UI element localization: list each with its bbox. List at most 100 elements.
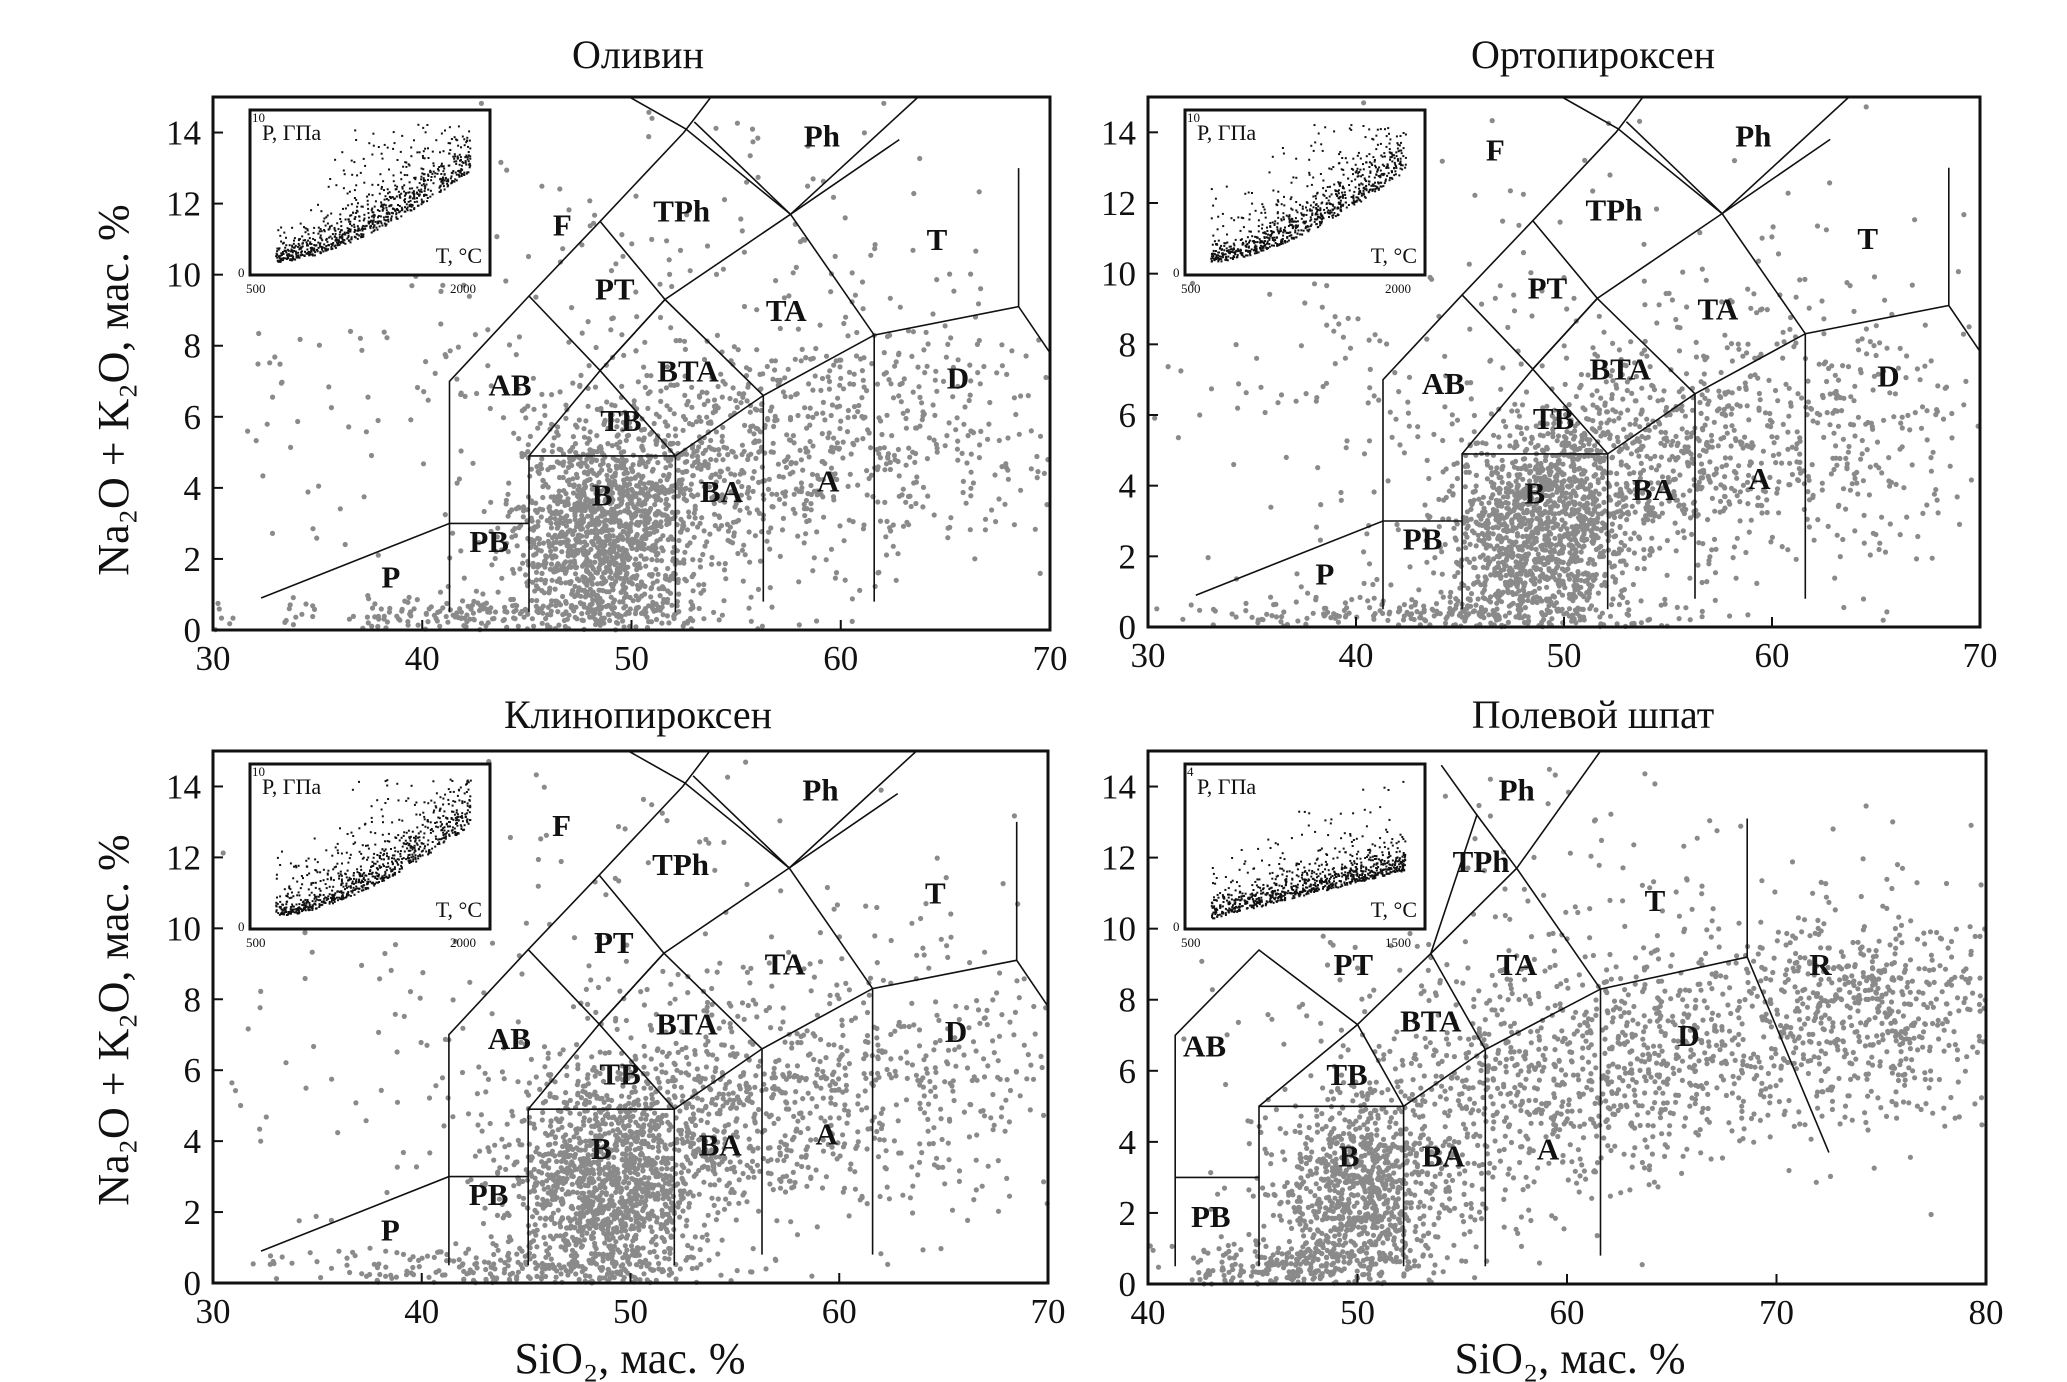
inset-point xyxy=(380,187,383,190)
inset-point xyxy=(321,247,323,250)
data-point xyxy=(1480,564,1486,570)
data-point xyxy=(684,451,690,457)
data-point xyxy=(630,598,636,604)
data-point xyxy=(627,476,633,482)
inset-point xyxy=(304,231,307,234)
inset-point xyxy=(461,135,464,138)
field-label-ph: Ph xyxy=(804,119,840,154)
data-point xyxy=(1496,474,1502,481)
data-point xyxy=(458,548,464,554)
data-point xyxy=(520,508,527,514)
data-point xyxy=(610,600,616,606)
data-point xyxy=(1727,455,1733,461)
data-point xyxy=(574,424,580,430)
data-point xyxy=(666,257,672,263)
data-point xyxy=(1621,504,1627,510)
data-point xyxy=(445,619,451,625)
data-point xyxy=(846,369,853,375)
data-point xyxy=(1499,457,1505,463)
inset-point xyxy=(413,207,416,210)
data-point xyxy=(1449,483,1455,489)
data-point xyxy=(549,577,555,583)
data-point xyxy=(633,593,639,599)
inset-point xyxy=(323,229,326,231)
data-point xyxy=(506,342,513,348)
inset-point xyxy=(401,134,404,137)
data-point xyxy=(316,342,322,348)
data-point xyxy=(1534,515,1540,522)
inset-point xyxy=(421,155,424,157)
inset-point xyxy=(383,143,386,146)
data-point xyxy=(531,538,537,544)
data-point xyxy=(1634,565,1640,572)
data-point xyxy=(347,328,354,334)
data-point xyxy=(1697,453,1703,459)
data-point xyxy=(458,609,464,615)
data-point xyxy=(745,456,751,463)
data-point xyxy=(539,570,545,577)
data-point xyxy=(704,243,711,249)
inset-point xyxy=(326,240,329,243)
data-point xyxy=(563,532,569,538)
data-point xyxy=(625,538,631,544)
data-point xyxy=(511,570,517,576)
data-point xyxy=(948,335,954,341)
data-point xyxy=(288,444,294,450)
data-point xyxy=(659,584,666,590)
data-point xyxy=(1555,581,1561,587)
data-point xyxy=(1497,444,1503,450)
data-point xyxy=(738,216,744,222)
inset-point xyxy=(429,189,432,192)
data-point xyxy=(513,352,519,358)
data-point xyxy=(1483,441,1489,447)
inset-point xyxy=(422,126,425,129)
data-point xyxy=(1507,433,1513,439)
data-point xyxy=(755,135,761,141)
data-point xyxy=(310,613,316,620)
data-point xyxy=(1561,479,1567,485)
data-point xyxy=(719,438,725,444)
data-point xyxy=(681,491,687,497)
inset-point xyxy=(362,235,365,238)
data-point xyxy=(311,606,318,613)
inset-point xyxy=(466,136,469,139)
data-point xyxy=(548,561,555,567)
inset-point xyxy=(435,139,438,142)
data-point xyxy=(525,442,531,448)
data-point xyxy=(1523,389,1530,395)
data-point xyxy=(741,542,747,548)
data-point xyxy=(1521,436,1528,442)
inset-point xyxy=(403,199,406,202)
data-point xyxy=(686,514,692,520)
data-point xyxy=(841,320,847,327)
inset-point xyxy=(343,239,346,242)
data-point xyxy=(384,619,390,625)
data-point xyxy=(531,623,537,629)
data-point xyxy=(713,271,720,277)
data-point xyxy=(585,550,591,556)
inset-point xyxy=(334,246,337,249)
data-point xyxy=(1689,531,1695,538)
data-point xyxy=(882,467,888,473)
data-point xyxy=(548,553,554,559)
inset-point xyxy=(455,138,458,141)
data-point xyxy=(553,568,559,574)
data-point xyxy=(1527,520,1533,526)
inset-point xyxy=(331,244,334,247)
data-point xyxy=(1497,486,1503,492)
inset-point xyxy=(413,197,416,200)
data-point xyxy=(548,548,554,554)
data-point xyxy=(884,412,890,418)
data-point xyxy=(1554,474,1560,480)
data-point xyxy=(814,618,820,624)
data-point xyxy=(999,363,1006,369)
inset-point xyxy=(319,228,322,231)
data-point xyxy=(837,364,843,370)
inset-point xyxy=(310,253,313,256)
data-point xyxy=(245,428,251,434)
data-point xyxy=(516,525,522,531)
inset-point xyxy=(368,142,371,145)
data-point xyxy=(1503,535,1509,541)
data-point xyxy=(635,379,641,385)
data-point xyxy=(589,482,595,488)
